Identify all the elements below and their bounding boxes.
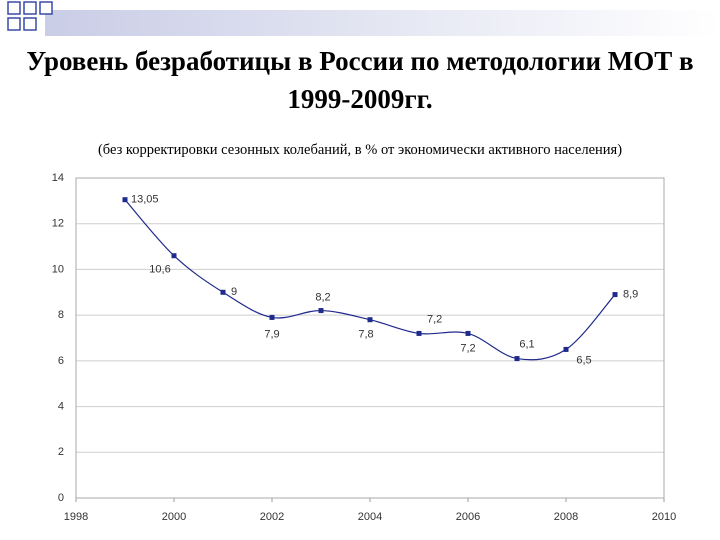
marker — [563, 346, 569, 352]
marker — [318, 308, 324, 314]
x-tick-label: 2000 — [162, 511, 186, 523]
decor-square — [23, 17, 37, 31]
data-label: 7,8 — [358, 329, 373, 341]
plot-frame — [75, 177, 665, 499]
data-label: 10,6 — [149, 264, 170, 276]
data-label: 8,2 — [315, 291, 330, 303]
data-label: 7,2 — [427, 313, 442, 325]
y-tick-label: 10 — [52, 263, 64, 275]
x-tick-label: 2006 — [456, 511, 480, 523]
chart-title: Уровень безработицы в России по методоло… — [26, 46, 694, 114]
marker — [514, 356, 520, 362]
x-tick-label: 2002 — [260, 511, 284, 523]
plot: 0 2 4 6 8 10 12 14 1998 2000 2002 2004 2006 2008 2010 1… — [52, 172, 676, 523]
header-band — [45, 10, 720, 36]
marker — [122, 197, 128, 203]
y-tick-label: 2 — [58, 446, 64, 458]
x-tick-label: 2008 — [554, 511, 578, 523]
data-label: 7,2 — [460, 342, 475, 354]
y-tick-label: 4 — [58, 400, 64, 412]
decor-square — [39, 1, 53, 15]
y-tick-label: 0 — [58, 492, 64, 504]
decor-square — [7, 1, 21, 15]
data-label: 9 — [231, 286, 237, 298]
marker — [220, 289, 226, 295]
marker — [171, 253, 177, 259]
x-tick-label: 2010 — [652, 511, 676, 523]
y-tick-label: 12 — [52, 218, 64, 230]
x-tick-label: 1998 — [64, 511, 88, 523]
data-label: 6,1 — [519, 338, 534, 350]
data-label: 13,05 — [131, 194, 159, 206]
y-tick-label: 6 — [58, 355, 64, 367]
decor-square — [23, 1, 37, 15]
y-tick-label: 8 — [58, 309, 64, 321]
marker — [367, 317, 373, 323]
marker — [269, 314, 275, 320]
data-label: 7,9 — [264, 328, 279, 340]
marker — [416, 330, 422, 336]
chart-subtitle: (без корректировки сезонных колебаний, в… — [97, 142, 623, 158]
decor-square — [7, 17, 21, 31]
marker — [612, 292, 618, 298]
x-tick-label: 2004 — [358, 511, 382, 523]
marker — [465, 330, 471, 336]
y-tick-label: 14 — [52, 172, 64, 184]
data-label: 8,9 — [623, 288, 638, 300]
data-label: 6,5 — [576, 354, 591, 366]
